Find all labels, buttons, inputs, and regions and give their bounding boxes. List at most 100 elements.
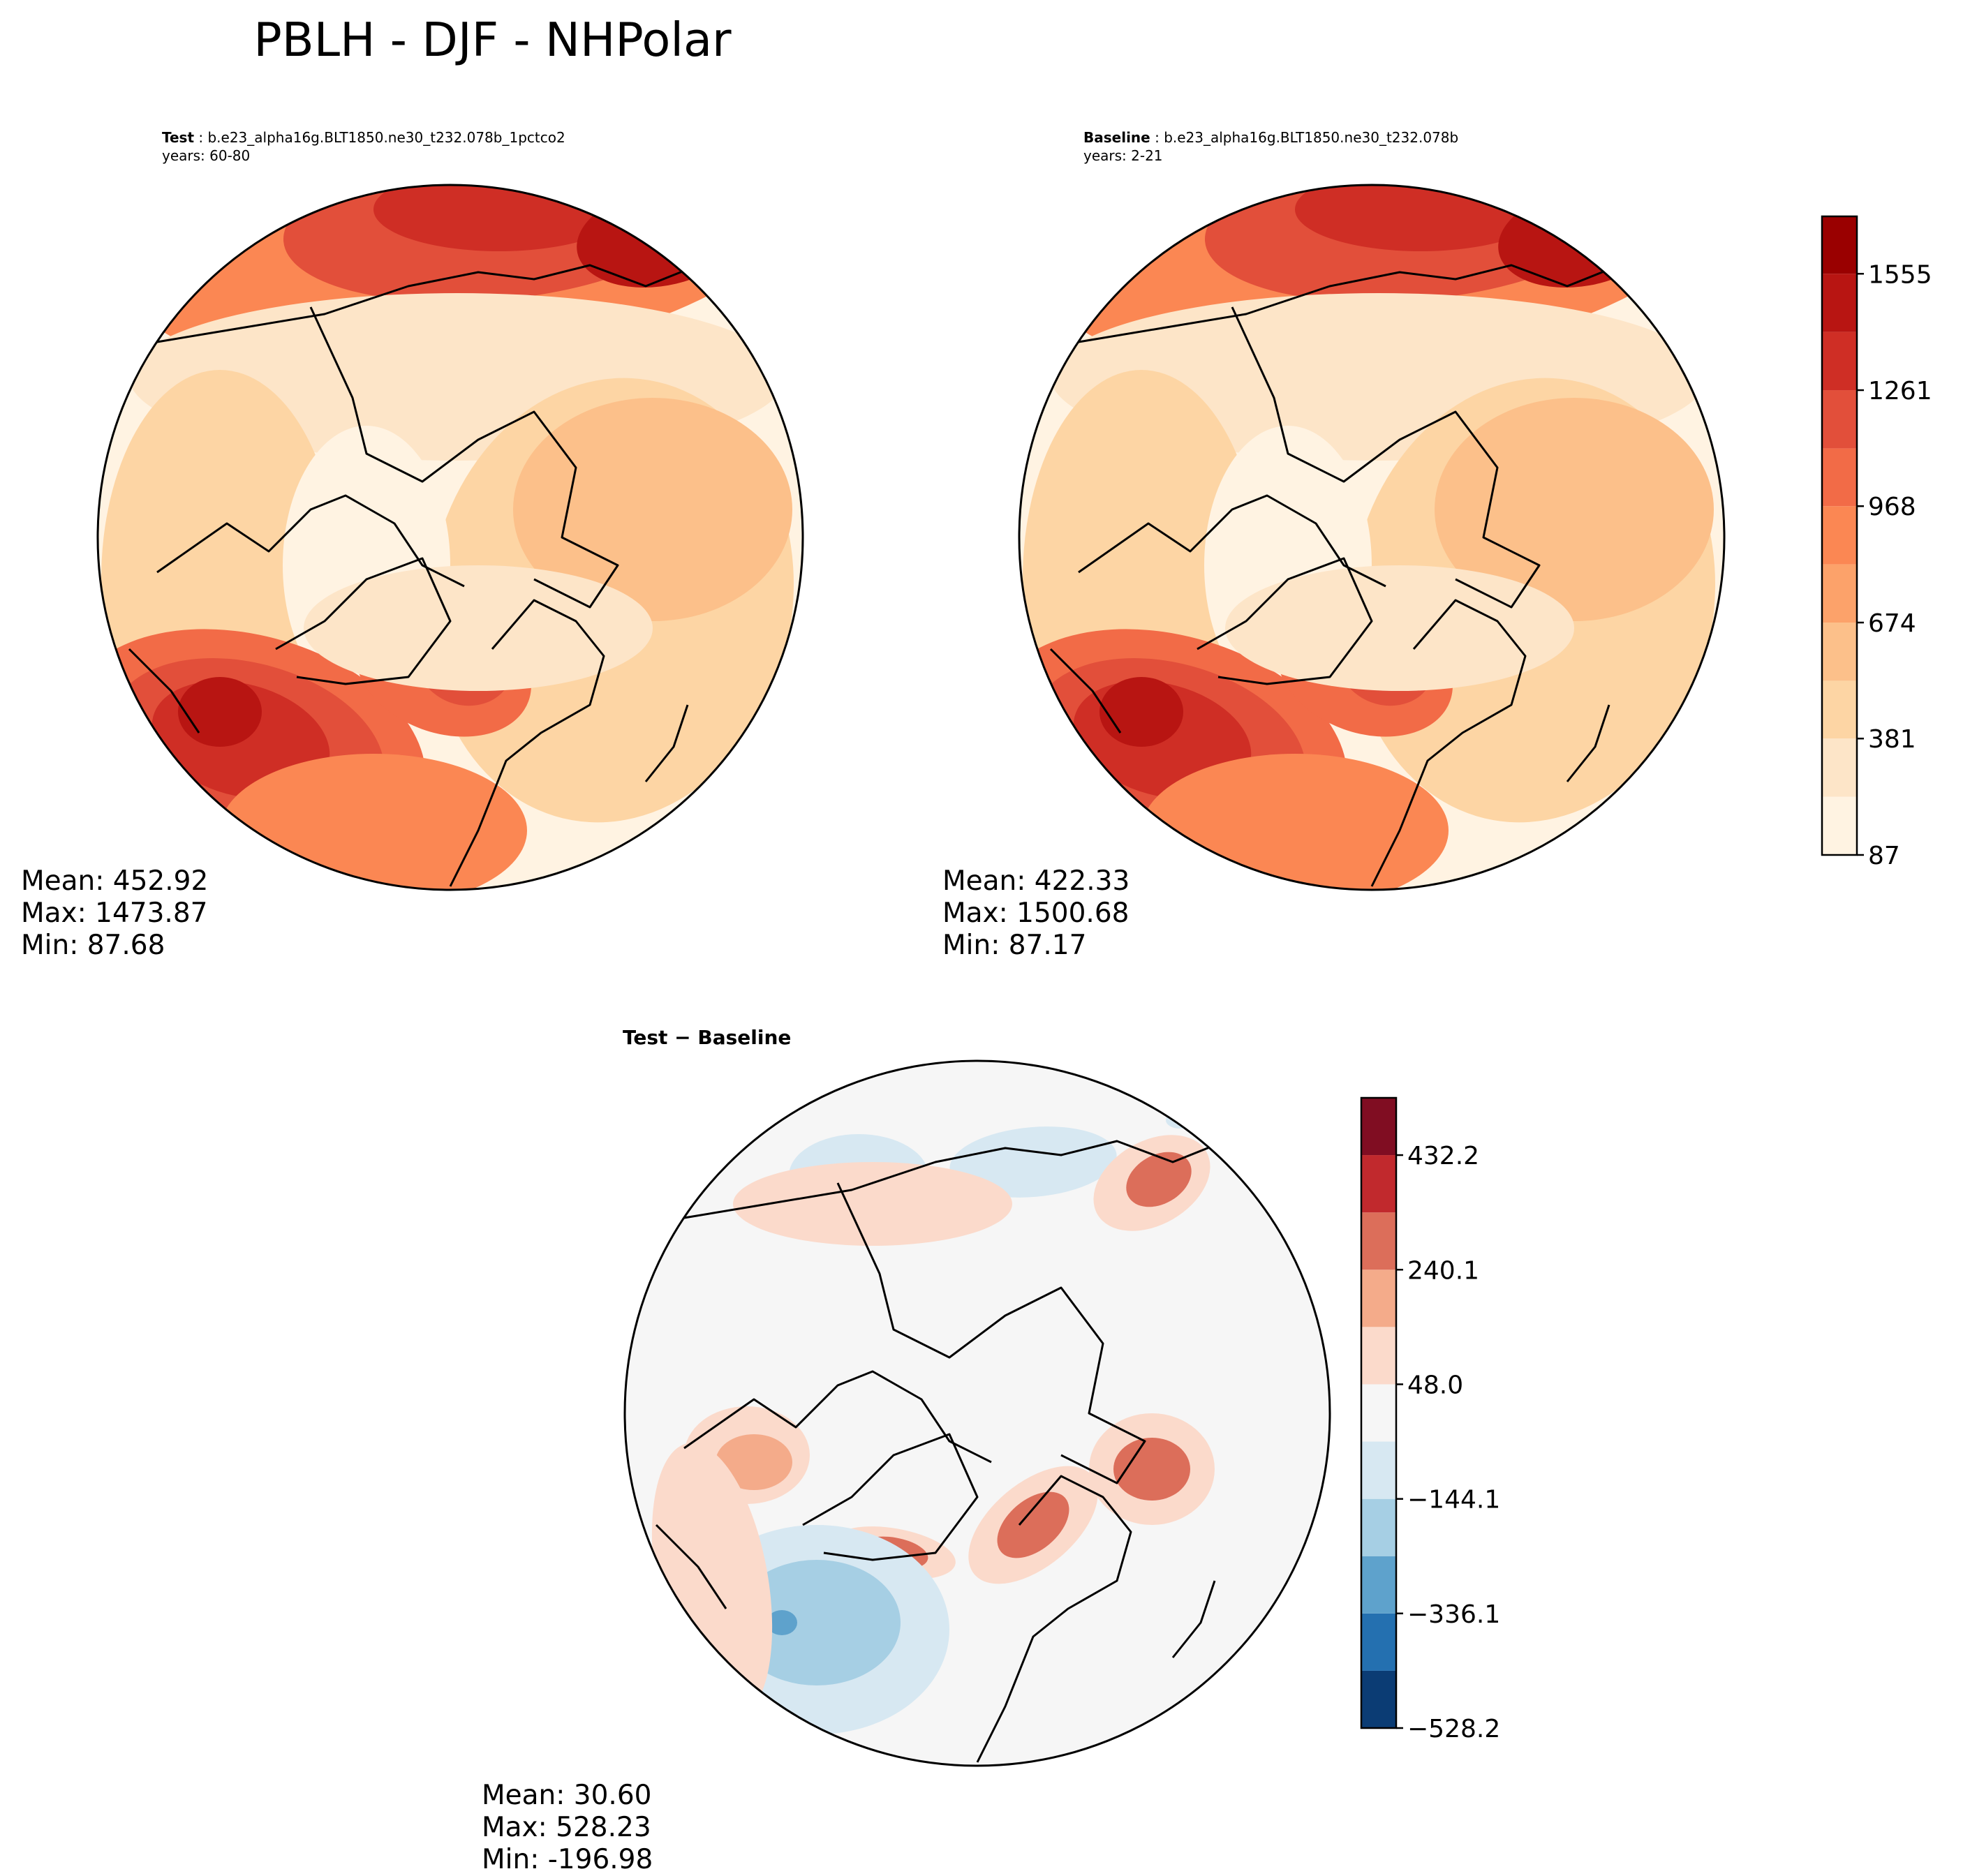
test-sep: : xyxy=(194,129,208,146)
baseline-coastline-0 xyxy=(1078,257,1680,343)
baseline-colorbar-frame xyxy=(1821,215,1858,856)
baseline-colorbar-segment-0 xyxy=(1822,796,1857,855)
baseline-coastline-2 xyxy=(1078,494,1386,588)
diff-colorbar-tick-label-1: 240.1 xyxy=(1407,1256,1479,1285)
test-coastline-0 xyxy=(156,257,758,343)
diff-colorbar-frame xyxy=(1360,1096,1398,1729)
baseline-max: Max: 1500.68 xyxy=(942,898,1130,929)
test-contour-field-15 xyxy=(220,754,527,890)
baseline-label: Baseline xyxy=(1083,129,1150,146)
diff-coastline-5 xyxy=(1171,1580,1216,1658)
diff-coastline-3 xyxy=(802,1433,979,1561)
diff-mean: Mean: 30.60 xyxy=(482,1780,652,1811)
baseline-contour-field-16 xyxy=(1225,565,1574,691)
baseline-colorbar-segment-6 xyxy=(1822,448,1857,507)
test-case: b.e23_alpha16g.BLT1850.ne30_t232.078b_1p… xyxy=(207,129,565,146)
baseline-colorbar-tick-label-4: 1261 xyxy=(1868,377,1932,405)
diff-coastline-6 xyxy=(655,1524,727,1609)
diff-colorbar-segment-6 xyxy=(1361,1327,1396,1385)
diff-colorbar-tick-label-5: −528.2 xyxy=(1407,1715,1500,1743)
baseline-colorbar-tick-label-2: 674 xyxy=(1868,609,1916,638)
diff-contour-field-1 xyxy=(949,1126,1117,1198)
diff-subtitle: Test − Baseline xyxy=(623,1026,792,1049)
diff-contour-field-6 xyxy=(716,1434,792,1490)
baseline-colorbar: 87 381 674 968 1261 1555 xyxy=(1821,215,1932,870)
baseline-coastline-6 xyxy=(1049,648,1122,734)
baseline-map-boundary xyxy=(1018,184,1726,891)
diff-colorbar-segment-9 xyxy=(1361,1155,1396,1213)
baseline-colorbar-segment-9 xyxy=(1822,274,1857,332)
baseline-colorbar-tick-label-3: 968 xyxy=(1868,493,1916,521)
baseline-years: years: 2-21 xyxy=(1083,147,1163,164)
diff-map-boundary xyxy=(623,1059,1331,1767)
diff-colorbar-tick-label-0: 432.2 xyxy=(1407,1142,1479,1170)
diff-colorbar-segment-2 xyxy=(1361,1556,1396,1614)
test-contour-field-7 xyxy=(513,398,792,621)
baseline-contour-field-7 xyxy=(1435,398,1714,621)
baseline-colorbar-segment-4 xyxy=(1822,564,1857,623)
baseline-colorbar-segment-1 xyxy=(1822,738,1857,797)
test-map-boundary xyxy=(96,184,804,891)
diff-colorbar-tick-label-4: −336.1 xyxy=(1407,1600,1500,1629)
diff-contour-field-3 xyxy=(1126,1152,1192,1207)
test-coastline-2 xyxy=(156,494,465,588)
test-stats: Mean: 452.92 Max: 1473.87 Min: 87.68 xyxy=(21,865,208,962)
baseline-sep: : xyxy=(1150,129,1164,146)
diff-contour-field-14 xyxy=(733,1560,901,1685)
baseline-colorbar-segment-8 xyxy=(1822,332,1857,391)
test-max: Max: 1473.87 xyxy=(21,898,208,929)
baseline-subtitle: Baseline : b.e23_alpha16g.BLT1850.ne30_t… xyxy=(1083,128,1458,165)
diff-coastline-0 xyxy=(683,1133,1285,1219)
diff-colorbar-tick-label-3: −144.1 xyxy=(1407,1486,1500,1514)
diff-colorbar-segment-0 xyxy=(1361,1670,1396,1728)
diff-colorbar-tick-label-2: 48.0 xyxy=(1407,1371,1463,1399)
diff-max: Max: 528.23 xyxy=(482,1812,651,1843)
baseline-contour-field-15 xyxy=(1141,754,1449,890)
test-coastline-3 xyxy=(275,557,452,685)
baseline-min: Min: 87.17 xyxy=(942,930,1087,961)
baseline-coastline-4 xyxy=(1370,599,1527,887)
baseline-colorbar-tick-label-1: 381 xyxy=(1868,725,1916,754)
diff-colorbar-segment-8 xyxy=(1361,1212,1396,1270)
test-coastline-5 xyxy=(644,704,689,782)
test-coastline-1 xyxy=(309,306,619,609)
test-map xyxy=(96,184,804,891)
figure-title: PBLH - DJF - NHPolar xyxy=(253,13,732,67)
diff-contour-field-12 xyxy=(1113,1438,1190,1501)
baseline-coastline-5 xyxy=(1566,704,1610,782)
baseline-stats: Mean: 422.33 Max: 1500.68 Min: 87.17 xyxy=(942,865,1130,962)
diff-colorbar-segment-10 xyxy=(1361,1098,1396,1156)
diff-coastline-2 xyxy=(683,1370,992,1464)
test-contour-field-12 xyxy=(178,677,262,747)
diff-colorbar-segment-5 xyxy=(1361,1384,1396,1442)
diff-colorbar: 432.2 240.1 48.0 −144.1 −336.1 −528.2 xyxy=(1360,1096,1500,1743)
baseline-coastline-3 xyxy=(1197,557,1373,685)
diff-contour-field-15 xyxy=(766,1610,797,1635)
diff-coastline-4 xyxy=(976,1475,1132,1763)
baseline-contour-field-12 xyxy=(1099,677,1183,747)
diff-coastline-1 xyxy=(836,1182,1146,1484)
diff-colorbar-segment-4 xyxy=(1361,1441,1396,1499)
baseline-case: b.e23_alpha16g.BLT1850.ne30_t232.078b xyxy=(1164,129,1459,146)
baseline-colorbar-segment-3 xyxy=(1822,623,1857,681)
test-mean: Mean: 452.92 xyxy=(21,865,209,897)
test-label: Test xyxy=(162,129,195,146)
baseline-colorbar-segment-5 xyxy=(1822,506,1857,565)
baseline-mean: Mean: 422.33 xyxy=(942,865,1130,897)
baseline-colorbar-tick-label-5: 1555 xyxy=(1868,260,1932,289)
baseline-colorbar-segment-2 xyxy=(1822,680,1857,739)
test-contour-field-16 xyxy=(304,565,653,691)
baseline-colorbar-segment-7 xyxy=(1822,390,1857,449)
baseline-coastline-1 xyxy=(1231,306,1541,609)
diff-colorbar-segment-7 xyxy=(1361,1270,1396,1327)
test-years: years: 60-80 xyxy=(162,147,251,164)
baseline-colorbar-tick-label-0: 87 xyxy=(1868,842,1900,870)
diff-colorbar-segment-3 xyxy=(1361,1498,1396,1556)
diff-colorbar-segment-1 xyxy=(1361,1613,1396,1671)
test-coastline-6 xyxy=(128,648,200,734)
test-subtitle: Test : b.e23_alpha16g.BLT1850.ne30_t232.… xyxy=(162,128,565,165)
test-coastline-4 xyxy=(449,599,605,887)
baseline-map xyxy=(1018,184,1726,891)
baseline-colorbar-segment-10 xyxy=(1822,216,1857,274)
